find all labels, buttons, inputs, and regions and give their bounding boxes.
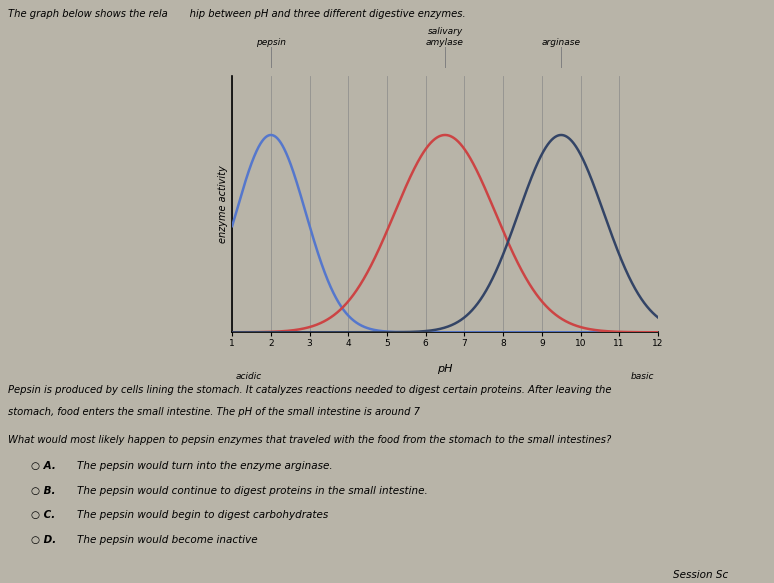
Text: The pepsin would turn into the enzyme arginase.: The pepsin would turn into the enzyme ar… bbox=[77, 461, 333, 471]
Text: ○ D.: ○ D. bbox=[31, 535, 57, 545]
Text: ○ A.: ○ A. bbox=[31, 461, 56, 471]
Text: arginase: arginase bbox=[542, 38, 580, 47]
Text: pH: pH bbox=[437, 364, 453, 374]
Text: Pepsin is produced by cells lining the stomach. It catalyzes reactions needed to: Pepsin is produced by cells lining the s… bbox=[8, 385, 611, 395]
Text: ○ B.: ○ B. bbox=[31, 486, 56, 496]
Text: The graph below shows the rela       hip between pH and three different digestiv: The graph below shows the rela hip betwe… bbox=[8, 9, 465, 19]
Text: acidic: acidic bbox=[236, 372, 262, 381]
Text: stomach, food enters the small intestine. The pH of the small intestine is aroun: stomach, food enters the small intestine… bbox=[8, 407, 420, 417]
Text: The pepsin would begin to digest carbohydrates: The pepsin would begin to digest carbohy… bbox=[77, 510, 329, 520]
Text: The pepsin would continue to digest proteins in the small intestine.: The pepsin would continue to digest prot… bbox=[77, 486, 428, 496]
Text: The pepsin would become inactive: The pepsin would become inactive bbox=[77, 535, 258, 545]
Text: What would most likely happen to pepsin enzymes that traveled with the food from: What would most likely happen to pepsin … bbox=[8, 435, 611, 445]
Text: pepsin: pepsin bbox=[256, 38, 286, 47]
Text: Session Sc: Session Sc bbox=[673, 570, 728, 580]
Text: salivary
amylase: salivary amylase bbox=[426, 27, 464, 47]
Text: ○ C.: ○ C. bbox=[31, 510, 55, 520]
Y-axis label: enzyme activity: enzyme activity bbox=[218, 165, 228, 243]
Text: basic: basic bbox=[631, 372, 654, 381]
